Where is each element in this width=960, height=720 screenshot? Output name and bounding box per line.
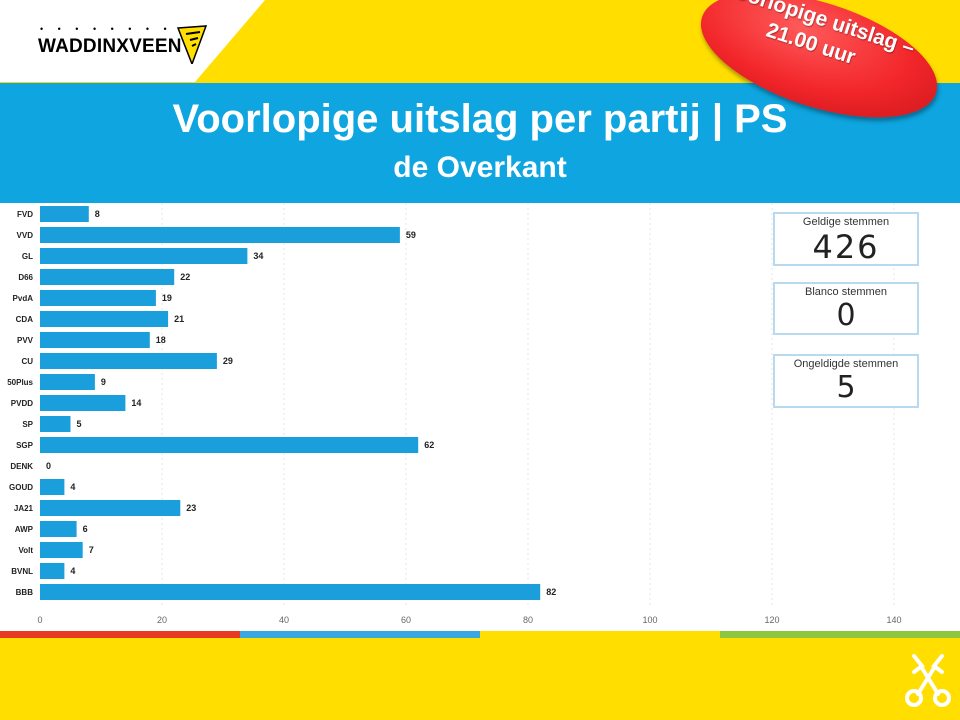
category-label: SP bbox=[22, 420, 33, 429]
bar bbox=[40, 542, 83, 558]
category-label: JA21 bbox=[14, 504, 34, 513]
data-label: 6 bbox=[83, 524, 88, 534]
data-label: 0 bbox=[46, 461, 51, 471]
stripe-red bbox=[0, 631, 240, 638]
category-label: Volt bbox=[18, 546, 33, 555]
invalid-votes-box: Ongeldigde stemmen 5 bbox=[773, 354, 919, 408]
data-label: 82 bbox=[546, 587, 556, 597]
category-label: CU bbox=[21, 357, 33, 366]
stripe-blue bbox=[240, 631, 480, 638]
category-label: DENK bbox=[10, 462, 33, 471]
data-label: 22 bbox=[180, 272, 190, 282]
stripe-green bbox=[720, 631, 960, 638]
page-subtitle: de Overkant bbox=[393, 151, 567, 184]
data-label: 62 bbox=[424, 440, 434, 450]
page-title: Voorlopige uitslag per partij | PS bbox=[172, 97, 788, 141]
municipal-emblem-icon bbox=[905, 654, 951, 707]
bar bbox=[40, 332, 150, 348]
bar bbox=[40, 395, 126, 411]
stripe-yellow bbox=[480, 631, 720, 638]
x-tick-label: 80 bbox=[523, 615, 533, 625]
bar bbox=[40, 479, 65, 495]
logo-flag-icon bbox=[176, 25, 208, 64]
data-label: 34 bbox=[253, 251, 263, 261]
x-tick-label: 100 bbox=[642, 615, 657, 625]
category-label: PVDD bbox=[11, 399, 33, 408]
bar bbox=[40, 311, 169, 327]
category-label: FVD bbox=[17, 210, 33, 219]
valid-votes-box: Geldige stemmen 426 bbox=[773, 212, 919, 266]
bar bbox=[40, 416, 71, 432]
category-label: BVNL bbox=[11, 567, 33, 576]
valid-votes-value: 426 bbox=[812, 228, 880, 266]
data-label: 5 bbox=[77, 419, 82, 429]
x-tick-label: 20 bbox=[157, 615, 167, 625]
data-label: 14 bbox=[131, 398, 141, 408]
bar bbox=[40, 353, 217, 369]
valid-votes-label: Geldige stemmen bbox=[802, 216, 890, 228]
x-tick-label: 120 bbox=[764, 615, 779, 625]
data-label: 19 bbox=[162, 293, 172, 303]
x-tick-label: 140 bbox=[886, 615, 901, 625]
invalid-votes-value: 5 bbox=[836, 370, 856, 405]
blank-votes-value: 0 bbox=[836, 298, 856, 333]
bar bbox=[40, 584, 541, 600]
x-tick-label: 60 bbox=[401, 615, 411, 625]
data-label: 29 bbox=[223, 356, 233, 366]
data-label: 7 bbox=[89, 545, 94, 555]
bar bbox=[40, 500, 181, 516]
category-label: VVD bbox=[17, 231, 34, 240]
data-label: 9 bbox=[101, 377, 106, 387]
bar bbox=[40, 269, 175, 285]
category-label: GOUD bbox=[9, 483, 33, 492]
category-label: PVV bbox=[17, 336, 34, 345]
category-label: PvdA bbox=[13, 294, 34, 303]
logo-text: WADDINXVEEN bbox=[38, 36, 182, 57]
bar bbox=[40, 521, 77, 537]
x-tick-label: 0 bbox=[37, 615, 42, 625]
data-label: 59 bbox=[406, 230, 416, 240]
blank-votes-label: Blanco stemmen bbox=[805, 286, 887, 298]
bar bbox=[40, 248, 248, 264]
category-label: CDA bbox=[16, 315, 34, 324]
bar bbox=[40, 563, 65, 579]
x-tick-label: 40 bbox=[279, 615, 289, 625]
bar bbox=[40, 290, 156, 306]
data-label: 4 bbox=[70, 482, 75, 492]
blank-votes-box: Blanco stemmen 0 bbox=[773, 282, 919, 335]
logo-dots: • • • • • • • • • bbox=[40, 24, 191, 34]
category-label: 50Plus bbox=[7, 378, 33, 387]
data-label: 18 bbox=[156, 335, 166, 345]
category-label: AWP bbox=[15, 525, 34, 534]
category-label: BBB bbox=[16, 588, 34, 597]
waddinxveen-logo: • • • • • • • • • WADDINXVEEN bbox=[36, 24, 216, 68]
category-label: SGP bbox=[16, 441, 34, 450]
data-label: 4 bbox=[70, 566, 75, 576]
bar bbox=[40, 206, 89, 222]
category-label: GL bbox=[22, 252, 33, 261]
data-label: 8 bbox=[95, 209, 100, 219]
invalid-votes-label: Ongeldigde stemmen bbox=[793, 358, 899, 370]
bar bbox=[40, 227, 400, 243]
bar bbox=[40, 374, 95, 390]
bar bbox=[40, 437, 419, 453]
data-label: 21 bbox=[174, 314, 184, 324]
data-label: 23 bbox=[186, 503, 196, 513]
category-label: D66 bbox=[18, 273, 33, 282]
